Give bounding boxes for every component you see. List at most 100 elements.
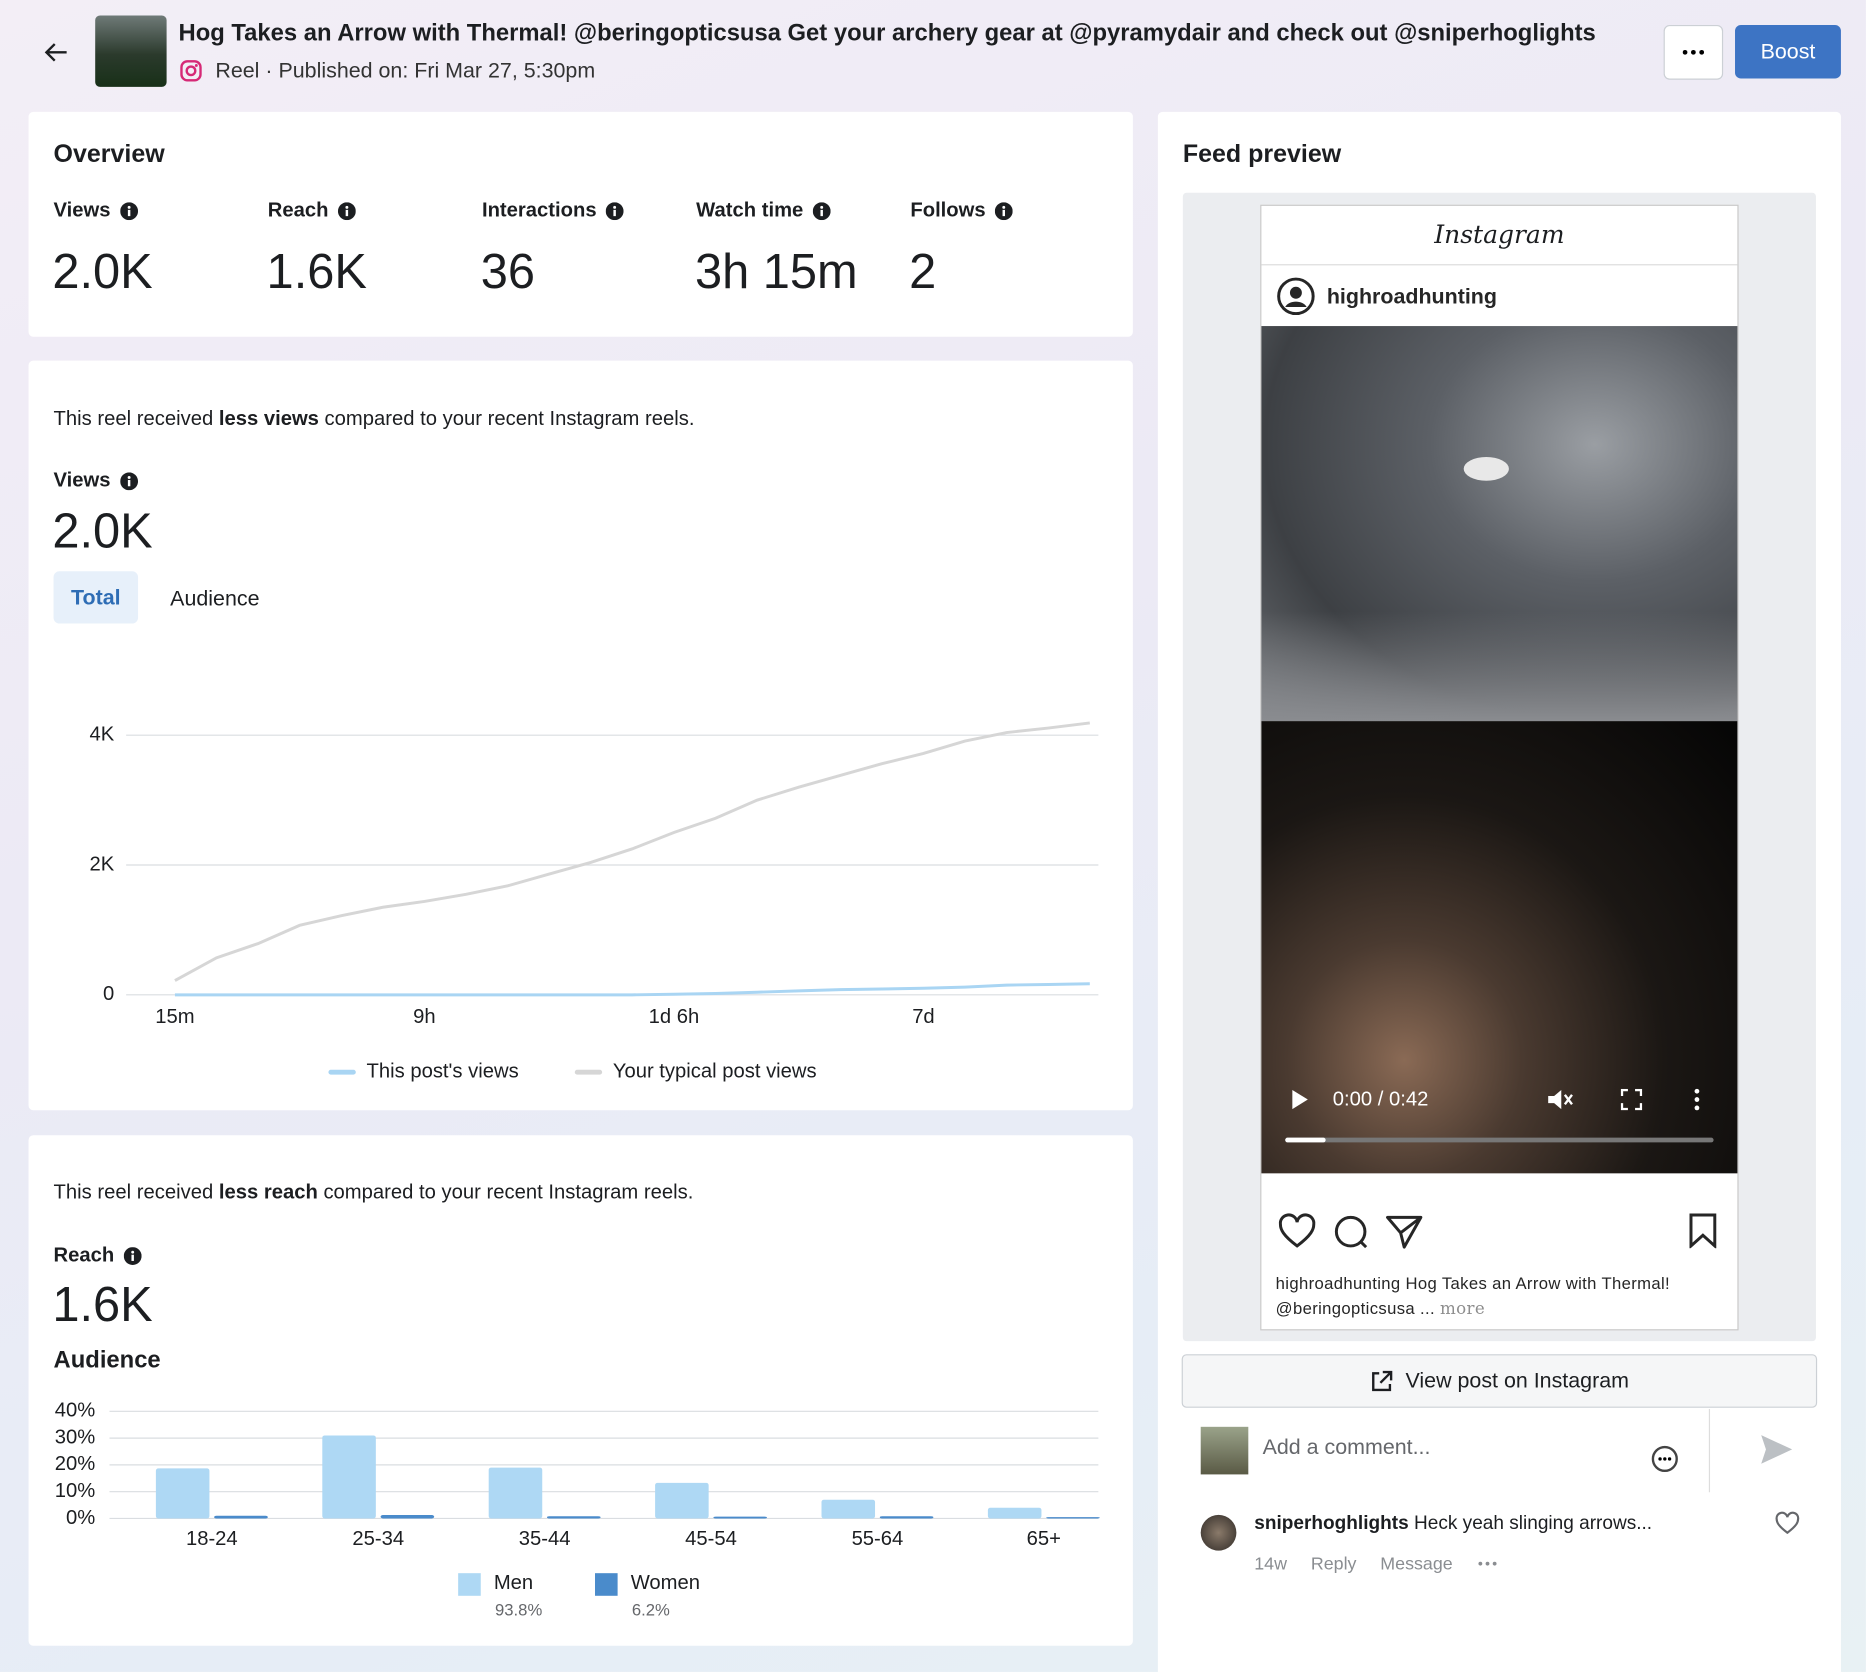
- play-button[interactable]: [1288, 1086, 1312, 1112]
- reach-card: This reel received less reach compared t…: [28, 1135, 1133, 1646]
- progress-fill: [1285, 1137, 1326, 1143]
- summary-text: compared to your recent Instagram reels.: [317, 1180, 694, 1204]
- bar: [1046, 1517, 1100, 1519]
- summary-text: This reel received: [53, 406, 219, 430]
- bar: [322, 1435, 376, 1519]
- mute-button[interactable]: [1545, 1086, 1574, 1112]
- metric-label: Follows: [910, 198, 1014, 223]
- save-icon[interactable]: [1687, 1213, 1718, 1249]
- view-post-button[interactable]: View post on Instagram: [1181, 1354, 1818, 1408]
- metric-value: 3h 15m: [694, 243, 858, 299]
- comment-input[interactable]: Add a comment...: [1262, 1435, 1431, 1459]
- x-tick-label: 9h: [413, 1006, 436, 1028]
- info-icon[interactable]: [123, 1246, 142, 1265]
- x-tick-label: 7d: [912, 1006, 935, 1028]
- fullscreen-button[interactable]: [1620, 1088, 1643, 1111]
- divider: [1261, 264, 1738, 266]
- views-chart: 0 2K 4K 15m 9h 1d 6h 7d This post's views Your t…: [90, 721, 1099, 1083]
- x-tick-label: 25-34: [352, 1528, 404, 1550]
- info-icon[interactable]: [606, 201, 624, 220]
- views-label: Views: [54, 469, 138, 493]
- emoji-button[interactable]: [1649, 1445, 1680, 1476]
- comment-reply[interactable]: Reply: [1310, 1554, 1357, 1575]
- bar: [987, 1507, 1042, 1519]
- instagram-icon: [180, 60, 202, 82]
- external-link-icon: [1372, 1370, 1393, 1391]
- more-button[interactable]: [1663, 24, 1724, 80]
- y-tick-label: 4K: [90, 724, 115, 746]
- username[interactable]: highroadhunting: [1326, 284, 1497, 309]
- series-line: [174, 982, 1090, 997]
- x-tick-label: 15m: [155, 1006, 194, 1028]
- comment-user[interactable]: sniperhoghlights: [1254, 1513, 1409, 1534]
- legend-label: This post's views: [367, 1061, 519, 1083]
- metric-label: Reach: [268, 199, 356, 223]
- comment-text: Heck yeah slinging arrows...: [1413, 1513, 1653, 1534]
- metric-label: Views: [54, 199, 138, 223]
- post-title: Hog Takes an Arrow with Thermal! @bering…: [178, 20, 1596, 47]
- overview-title: Overview: [53, 140, 165, 168]
- audience-chart: 0% 10% 20% 30% 40% 18-24 25-34 35-44 45-54 55-64 6…: [55, 1400, 1100, 1620]
- legend-label: Your typical post views: [613, 1061, 817, 1083]
- info-icon[interactable]: [120, 471, 138, 490]
- thermal-frame: [1261, 326, 1738, 722]
- label-text: Views: [53, 468, 111, 492]
- progress-track[interactable]: [1285, 1137, 1714, 1143]
- options-button[interactable]: [1693, 1088, 1700, 1112]
- y-tick-label: 30%: [55, 1426, 95, 1448]
- more-icon: [1682, 49, 1705, 55]
- caption-more[interactable]: more: [1439, 1299, 1486, 1319]
- bar: [713, 1516, 767, 1519]
- y-tick-label: 2K: [90, 853, 115, 875]
- metric-label-text: Watch time: [696, 198, 804, 222]
- tab-total[interactable]: Total: [53, 571, 139, 624]
- boost-button[interactable]: Boost: [1735, 24, 1841, 79]
- post-subtitle: Reel · Published on: Fri Mar 27, 5:30pm: [215, 58, 596, 83]
- y-tick-label: 0: [103, 983, 114, 1005]
- bar: [214, 1515, 268, 1519]
- commenter-avatar: [1200, 1426, 1249, 1475]
- bar: [380, 1514, 435, 1519]
- overview-card: Overview Views 2.0K Reach 1.6K Interactions 3…: [28, 111, 1133, 337]
- bar: [155, 1468, 210, 1519]
- comment-like[interactable]: [1774, 1511, 1800, 1535]
- tab-audience[interactable]: Audience: [170, 586, 260, 611]
- feed-preview-title: Feed preview: [1182, 140, 1342, 168]
- metric-value: 2: [909, 243, 937, 299]
- action-icons[interactable]: [1278, 1213, 1433, 1251]
- view-post-text: View post on Instagram: [1405, 1368, 1629, 1393]
- comment-meta: 14w Reply Message: [1254, 1554, 1498, 1574]
- info-icon[interactable]: [995, 201, 1014, 220]
- send-button[interactable]: [1759, 1433, 1795, 1466]
- bar: [488, 1467, 543, 1519]
- comment-age: 14w: [1254, 1554, 1288, 1575]
- x-tick-label: 1d 6h: [649, 1006, 700, 1028]
- comment-more[interactable]: [1477, 1554, 1498, 1573]
- audience-title: Audience: [53, 1347, 161, 1374]
- bar: [547, 1516, 601, 1519]
- views-value: 2.0K: [52, 503, 153, 559]
- reach-value: 1.6K: [52, 1276, 153, 1332]
- x-tick-label: 65+: [1027, 1528, 1061, 1550]
- phone-frame: Instagram highroadhunting 0:00 / 0:42: [1260, 204, 1739, 1331]
- avatar: [1277, 277, 1315, 316]
- y-tick-label: 40%: [55, 1400, 95, 1422]
- reach-summary: This reel received less reach compared t…: [54, 1180, 694, 1204]
- x-tick-label: 18-24: [186, 1528, 238, 1550]
- comment-message[interactable]: Message: [1380, 1554, 1453, 1575]
- summary-text: This reel received: [53, 1180, 219, 1204]
- info-icon[interactable]: [337, 201, 356, 220]
- back-button[interactable]: [43, 39, 69, 65]
- thumbnail: [95, 15, 167, 87]
- info-icon[interactable]: [120, 201, 138, 220]
- metric-value: 36: [480, 243, 536, 299]
- x-tick-label: 45-54: [685, 1528, 737, 1550]
- info-icon[interactable]: [812, 201, 831, 220]
- metric-label-text: Follows: [910, 198, 986, 222]
- series-line: [174, 721, 1090, 982]
- comment: sniperhoghlights Heck yeah slinging arro…: [1254, 1514, 1652, 1535]
- caption: highroadhunting Hog Takes an Arrow with …: [1276, 1271, 1719, 1322]
- legend-label: Women: [631, 1572, 700, 1594]
- x-tick-label: 55-64: [852, 1528, 904, 1550]
